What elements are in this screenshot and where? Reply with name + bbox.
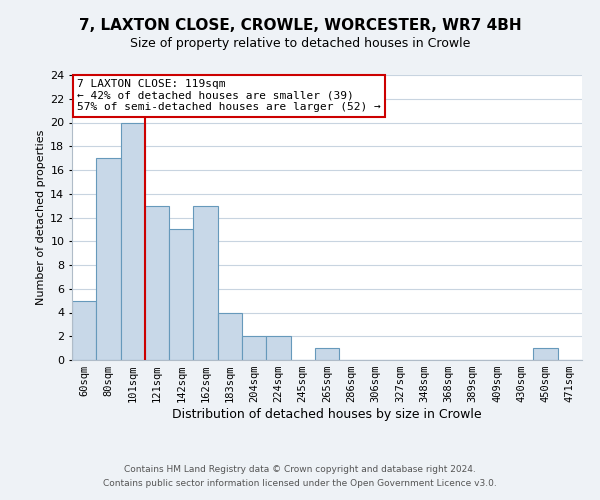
Text: Size of property relative to detached houses in Crowle: Size of property relative to detached ho… [130,38,470,51]
Bar [242,336,266,360]
Bar [218,312,242,360]
Bar [533,348,558,360]
Text: 7, LAXTON CLOSE, CROWLE, WORCESTER, WR7 4BH: 7, LAXTON CLOSE, CROWLE, WORCESTER, WR7 … [79,18,521,32]
Bar [169,230,193,360]
Bar [315,348,339,360]
Text: Contains HM Land Registry data © Crown copyright and database right 2024.
Contai: Contains HM Land Registry data © Crown c… [103,466,497,487]
Bar [96,158,121,360]
Bar [193,206,218,360]
Bar [145,206,169,360]
X-axis label: Distribution of detached houses by size in Crowle: Distribution of detached houses by size … [172,408,482,421]
Bar [121,122,145,360]
Bar [72,300,96,360]
Text: 7 LAXTON CLOSE: 119sqm
← 42% of detached houses are smaller (39)
57% of semi-det: 7 LAXTON CLOSE: 119sqm ← 42% of detached… [77,80,381,112]
Bar [266,336,290,360]
Y-axis label: Number of detached properties: Number of detached properties [36,130,46,305]
